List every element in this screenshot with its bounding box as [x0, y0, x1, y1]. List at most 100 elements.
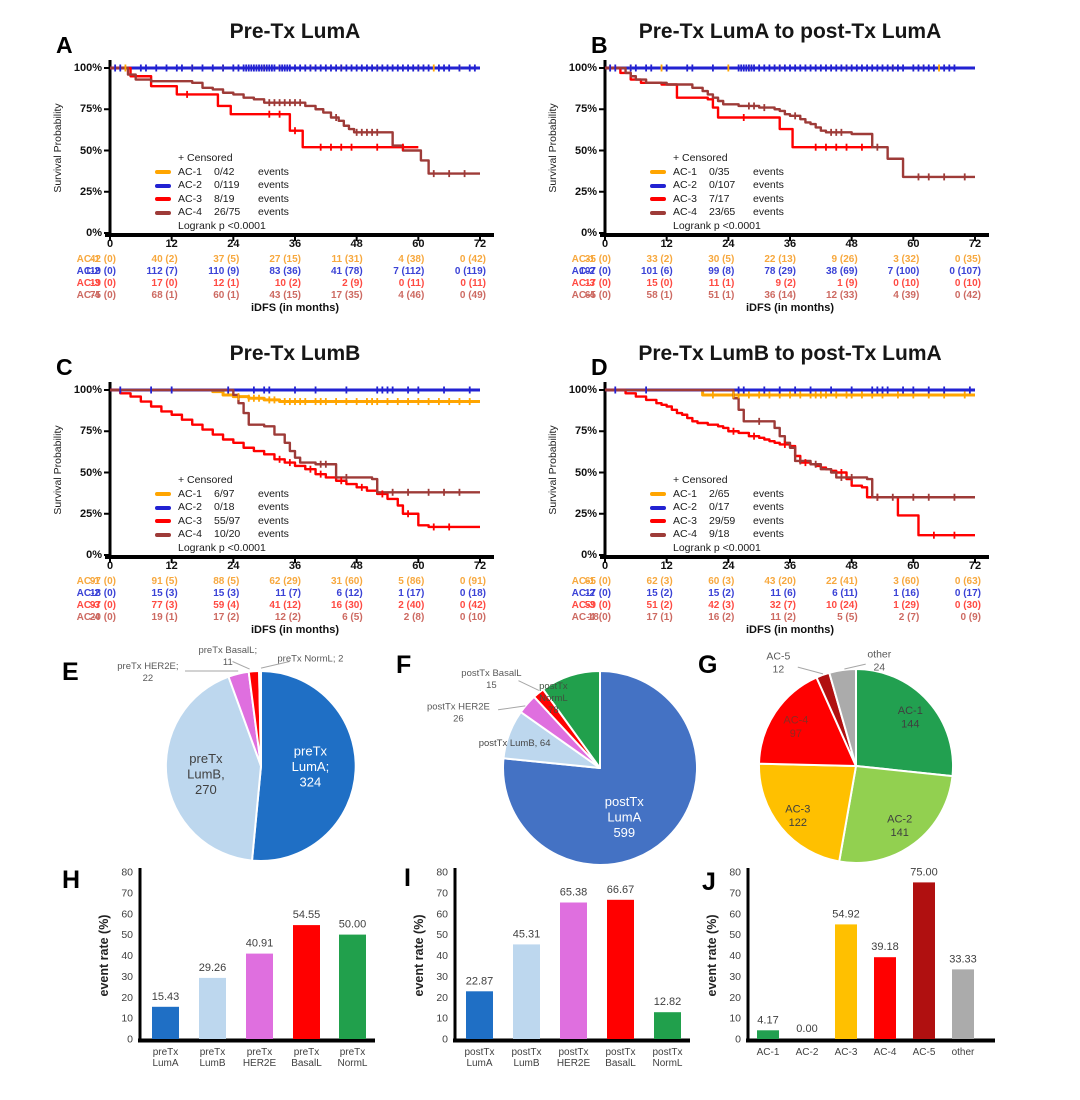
- y-tick-label: 25%: [79, 507, 102, 520]
- y-tick-label: 40: [436, 950, 448, 962]
- legend-entry: AC-4 23/65 events: [650, 206, 784, 220]
- bar-postTx-NormL: [654, 1012, 681, 1039]
- legend-name: AC-3: [673, 192, 697, 205]
- pie-slice-preTx LumA: [251, 670, 357, 862]
- pie-label-preTx HER2E: preTx HER2E; 22: [117, 661, 178, 684]
- panel-b-letter: B: [591, 32, 608, 58]
- risk-value: 31 (60): [330, 576, 363, 587]
- risk-value: 7 (100): [887, 266, 920, 277]
- panel-h-chart: 0 10 20 30 40 50 60 70 80 event rate (%) 15.43 preT…: [10, 862, 390, 1100]
- bar-value-label: 0.00: [796, 1023, 817, 1035]
- risk-value: 65 (0): [584, 576, 611, 587]
- panel-a-chart: 100% 75% 50% 25% 0% 0 12 24 36 48 60 72 Survival Pro…: [10, 8, 540, 326]
- risk-value: 12 (1): [213, 278, 240, 289]
- risk-value: 6 (5): [342, 612, 363, 623]
- x-tick-label: 12: [660, 238, 673, 250]
- bar-value-label: 75.00: [910, 866, 938, 878]
- risk-value: 3 (60): [893, 576, 920, 587]
- pie-slice-postTx NormL: [542, 669, 601, 769]
- bar-category-label: postTx BasalL: [605, 1047, 636, 1069]
- pie-plot-E: preTx LumA; 324 preTx LumB, 270 preTx HER2E; 22…: [117, 645, 357, 862]
- risk-value: 6 (12): [336, 588, 363, 599]
- legend-word: events: [258, 192, 289, 205]
- y-tick-label: 60: [121, 908, 133, 920]
- bar-category-label: AC-1: [757, 1047, 780, 1058]
- panel-e-chart: preTx LumA; 324 preTx LumB, 270 preTx HER2E; 22…: [10, 645, 370, 875]
- legend-entry: AC-3 55/97 events: [155, 515, 289, 529]
- legend-entry: AC-1 0/35 events: [650, 166, 784, 180]
- panel-C: C Pre-Tx LumB 100% 75% 50% 25% 0% 0 12 24 36 48 60…: [10, 330, 540, 648]
- legend-swatch-icon: [650, 183, 666, 188]
- bar-value-label: 54.55: [293, 909, 321, 921]
- risk-value: 107 (0): [579, 266, 611, 277]
- legend-entry: AC-2 0/119 events: [155, 179, 289, 193]
- panel-a-letter: A: [56, 32, 73, 58]
- risk-value: 1 (17): [398, 588, 425, 599]
- legend-ratio: 55/97: [214, 514, 241, 527]
- x-tick-label: 0: [601, 560, 609, 572]
- km-legend: + Censored AC-1 0/42 events AC-2 0/119 events A…: [155, 152, 289, 233]
- risk-value: 42 (0): [89, 254, 116, 265]
- risk-value: 9 (26): [831, 254, 858, 265]
- pie-leader-line: [232, 661, 250, 670]
- bar-category-label: preTx HER2E: [243, 1047, 277, 1069]
- bar-postTx-LumA: [466, 991, 493, 1039]
- risk-row-name: AC-2: [571, 266, 595, 277]
- risk-value: 19 (1): [151, 612, 178, 623]
- panel-e-letter: E: [62, 658, 79, 686]
- risk-value: 0 (42): [459, 600, 486, 611]
- risk-value: 0 (10): [459, 612, 486, 623]
- panel-G: G AC-1 144 AC-2 141 AC-3 122 AC-4 97 AC-5 12 other…: [690, 645, 1080, 875]
- pie-slice-AC-3: [757, 762, 857, 863]
- y-tick-label: 0: [735, 1034, 741, 1046]
- legend-entry: AC-4 9/18 events: [650, 528, 784, 542]
- pie-label-postTx LumA: postTx LumA 599: [605, 794, 645, 840]
- legend-ratio: 23/65: [709, 206, 736, 218]
- legend-ratio: 2/65: [709, 487, 730, 500]
- y-tick-label: 75%: [79, 103, 102, 116]
- legend-word: events: [258, 206, 289, 218]
- risk-value: 17 (0): [584, 278, 611, 289]
- y-tick-label: 40: [121, 950, 133, 962]
- risk-value: 51 (2): [646, 600, 673, 611]
- risk-row-name: AC-1: [76, 576, 100, 587]
- bar-value-label: 4.17: [757, 1014, 778, 1026]
- risk-value: 15 (2): [646, 588, 673, 599]
- risk-value: 110 (9): [208, 266, 240, 277]
- risk-value: 6 (11): [832, 588, 858, 599]
- y-tick-label: 20: [729, 992, 741, 1004]
- risk-value: 0 (17): [954, 588, 981, 599]
- y-tick-label: 30: [121, 971, 133, 983]
- risk-value: 17 (1): [646, 612, 673, 623]
- y-tick-label: 10: [436, 1013, 448, 1025]
- risk-value: 43 (20): [764, 576, 796, 587]
- bar-category-label: preTx NormL: [337, 1047, 367, 1069]
- legend-name: AC-3: [673, 514, 697, 527]
- y-tick-label: 75%: [79, 425, 102, 438]
- legend-word: events: [258, 514, 289, 527]
- legend-entry: AC-1 2/65 events: [650, 488, 784, 502]
- x-tick-label: 12: [660, 560, 673, 572]
- risk-value: 0 (107): [949, 266, 981, 277]
- risk-value: 119 (0): [84, 266, 116, 277]
- risk-row-name: AC-1: [571, 254, 595, 265]
- legend-swatch-icon: [650, 210, 666, 215]
- legend-swatch-icon: [155, 210, 171, 215]
- panel-b-chart: 100% 75% 50% 25% 0% 0 12 24 36 48 60 72 Survival Pro…: [545, 8, 1075, 326]
- risk-value: 10 (2): [274, 278, 301, 289]
- risk-value: 11 (1): [708, 278, 735, 289]
- y-tick-label: 20: [121, 992, 133, 1004]
- panel-d-title: Pre-Tx LumB to post-Tx LumA: [638, 342, 942, 365]
- x-tick-label: 48: [350, 560, 363, 572]
- risk-value: 27 (15): [269, 254, 301, 265]
- risk-value: 11 (7): [275, 588, 301, 599]
- pie-leader-line: [498, 705, 526, 711]
- risk-value: 17 (0): [151, 278, 178, 289]
- panel-i-chart: 0 10 20 30 40 50 60 70 80 event rate (%) 22.87 post…: [390, 862, 700, 1100]
- y-tick-label: 60: [729, 908, 741, 920]
- y-tick-label: 75%: [574, 103, 597, 116]
- legend-censored-header: + Censored: [178, 152, 233, 164]
- x-tick-label: 60: [412, 560, 425, 572]
- x-tick-label: 72: [473, 560, 487, 572]
- legend-word: events: [753, 206, 784, 218]
